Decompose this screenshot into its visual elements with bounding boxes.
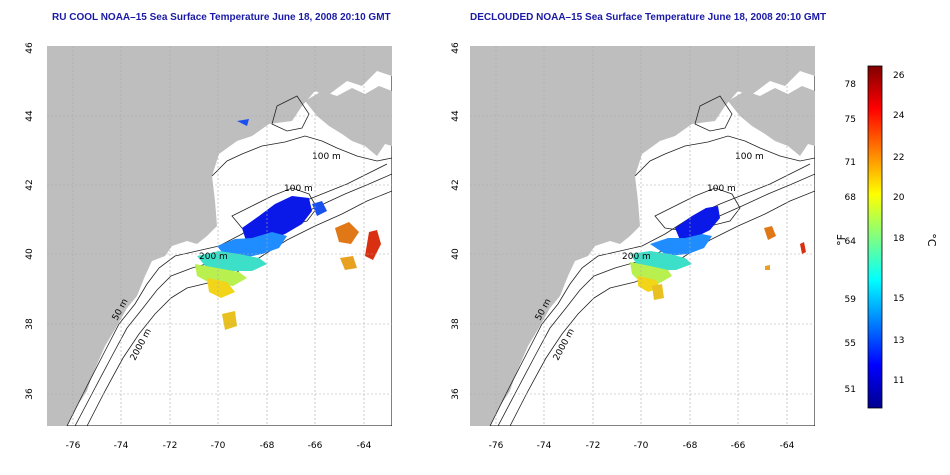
left-y-axis: 36 38 40 42 44 46 [25, 42, 35, 400]
c-tick-label: 11 [893, 376, 904, 386]
x-tick-label: -72 [586, 441, 601, 451]
c-tick-label: 15 [893, 294, 904, 304]
y-tick-label: 36 [25, 388, 35, 400]
f-tick-label: 51 [845, 385, 856, 395]
nova-scotia-land [305, 86, 392, 156]
sst-patch-hot [222, 311, 237, 330]
contour-line [497, 173, 815, 426]
sst-patch-warm [340, 256, 357, 270]
y-tick-label: 42 [25, 179, 35, 190]
c-tick-label: 24 [893, 111, 905, 121]
contour-label: 100 m [284, 184, 313, 194]
c-tick-label: 18 [893, 234, 905, 244]
sst-patch-hot [764, 226, 776, 240]
y-tick-label: 42 [451, 179, 461, 190]
land-mass [470, 46, 815, 426]
left-map-title: RU COOL NOAA–15 Sea Surface Temperature … [52, 12, 391, 23]
sst-patch-hot [652, 284, 664, 300]
nova-scotia-land [728, 86, 815, 156]
y-tick-label: 38 [451, 318, 461, 330]
x-tick-label: -66 [308, 441, 323, 451]
f-tick-label: 59 [845, 295, 857, 305]
left-sst-map: 100 m 100 m 200 m 50 m 2000 m [47, 46, 392, 426]
x-tick-label: -68 [260, 441, 275, 451]
x-tick-label: -72 [163, 441, 178, 451]
celsius-unit-label: °C [925, 233, 938, 247]
sst-patch-warm [765, 265, 770, 270]
f-tick-label: 68 [845, 193, 857, 203]
c-tick-label: 13 [893, 336, 904, 346]
y-tick-label: 38 [25, 318, 35, 330]
sst-patch-cool [237, 119, 249, 126]
sst-patch-hot [207, 278, 235, 298]
sst-patch-mild [197, 251, 267, 271]
contour-line [489, 163, 811, 426]
contour-label: 100 m [312, 152, 341, 162]
x-tick-label: -70 [634, 441, 649, 451]
contour-line [66, 163, 388, 426]
contour-line [211, 135, 392, 177]
fahrenheit-ticks: 78 75 71 68 64 59 55 51 [845, 80, 857, 395]
y-tick-label: 40 [451, 248, 461, 260]
sst-patch-hot [335, 222, 359, 244]
contour-line [509, 190, 815, 426]
contour-line [634, 135, 815, 177]
f-tick-label: 64 [845, 237, 857, 247]
x-tick-label: -64 [357, 441, 372, 451]
contour-label: 200 m [622, 252, 651, 262]
right-sst-map: 100 m 100 m 200 m 50 m 2000 m [470, 46, 815, 426]
sst-patch-hot [800, 242, 806, 254]
sst-patch-cold [675, 206, 720, 240]
x-tick-label: -76 [489, 441, 504, 451]
celsius-ticks: 26 24 22 20 18 15 13 11 [893, 71, 905, 386]
y-tick-label: 46 [451, 42, 461, 54]
contour-label: 100 m [707, 184, 736, 194]
contour-label: 100 m [735, 152, 764, 162]
c-tick-label: 22 [893, 153, 904, 163]
c-tick-label: 20 [893, 193, 905, 203]
right-map-title: DECLOUDED NOAA–15 Sea Surface Temperatur… [470, 12, 827, 23]
contour-label: 200 m [199, 252, 228, 262]
f-tick-label: 78 [845, 80, 857, 90]
grid [470, 46, 815, 426]
fahrenheit-unit-label: °F [835, 234, 848, 246]
x-tick-label: -66 [731, 441, 746, 451]
c-tick-label: 26 [893, 71, 905, 81]
x-tick-label: -76 [66, 441, 81, 451]
right-x-axis: -76 -74 -72 -70 -68 -66 -64 [489, 441, 795, 451]
land-mass [47, 46, 392, 426]
y-tick-label: 40 [25, 248, 35, 260]
sst-patch-cool [217, 232, 287, 258]
f-tick-label: 71 [845, 158, 856, 168]
f-tick-label: 75 [845, 115, 856, 125]
sst-patch-cold [242, 196, 312, 244]
contour-line [694, 95, 733, 132]
y-tick-label: 44 [25, 110, 35, 122]
contour-line [271, 95, 310, 132]
x-tick-label: -68 [683, 441, 698, 451]
sst-patch-cool [650, 234, 712, 256]
grid [47, 46, 392, 426]
right-y-axis: 36 38 40 42 44 46 [451, 42, 461, 400]
left-x-axis: -76 -74 -72 -70 -68 -66 -64 [66, 441, 372, 451]
y-tick-label: 46 [25, 42, 35, 54]
f-tick-label: 55 [845, 339, 856, 349]
x-tick-label: -74 [114, 441, 129, 451]
x-tick-label: -64 [780, 441, 795, 451]
y-tick-label: 36 [451, 388, 461, 400]
colorbar-gradient [867, 65, 883, 409]
x-tick-label: -70 [211, 441, 226, 451]
x-tick-label: -74 [537, 441, 552, 451]
sst-patch-cold [312, 201, 327, 216]
sst-patch-hot [365, 230, 381, 260]
y-tick-label: 44 [451, 110, 461, 122]
